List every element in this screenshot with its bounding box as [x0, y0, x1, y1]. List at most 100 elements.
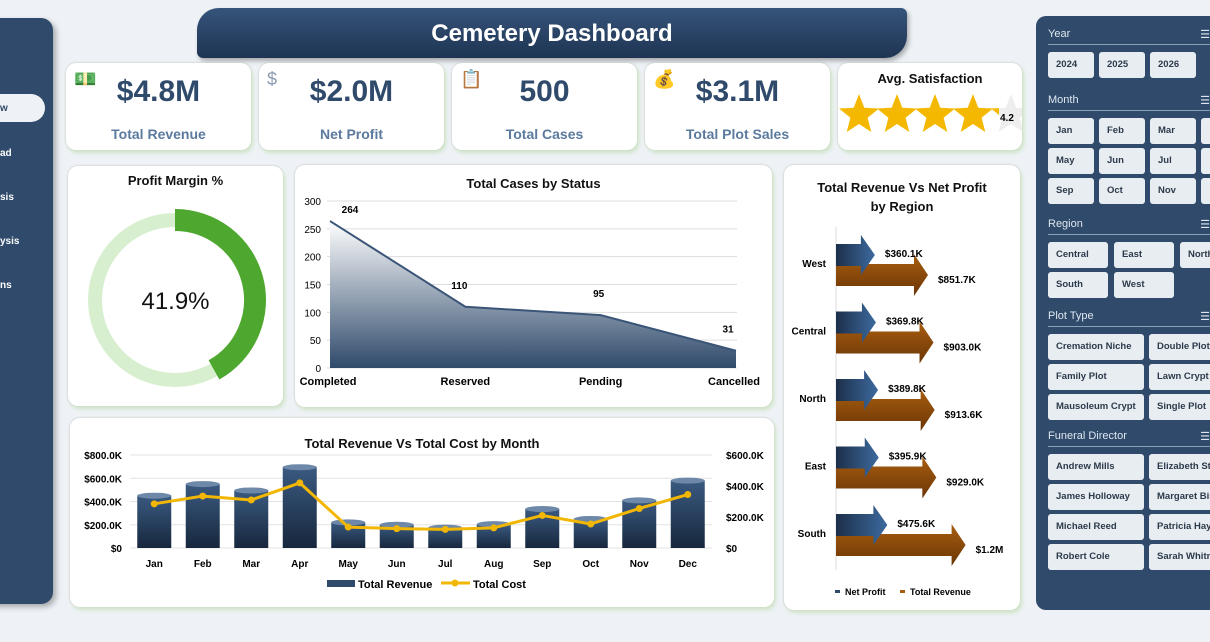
bar-cap [137, 492, 172, 499]
slicer-button[interactable]: Family Plot [1048, 364, 1144, 390]
kpi-value: $3.1M [695, 75, 780, 108]
multi-select-icon[interactable]: ☰ [1200, 29, 1210, 41]
multi-select-icon[interactable]: ☰ [1200, 311, 1210, 323]
slicer-button[interactable]: Double Plot [1149, 334, 1210, 360]
legend-cost: Total Cost [473, 579, 526, 591]
x-tick-label: Completed [300, 376, 357, 388]
bar-cap [622, 497, 657, 504]
cost-point [393, 525, 401, 533]
y-tick-label: 250 [304, 225, 321, 236]
kpi-value: $4.8M [116, 75, 201, 108]
slicer-button[interactable]: Sep [1048, 178, 1094, 204]
slicer-button-partial[interactable] [1201, 148, 1210, 174]
cases-chart-title: Total Cases by Status [466, 176, 601, 191]
slicer-button[interactable]: Jan [1048, 118, 1094, 144]
cost-point [199, 492, 207, 500]
kpi-label: Total Plot Sales [685, 126, 790, 142]
slicer-button[interactable]: Mausoleum Crypt [1048, 394, 1144, 420]
slicer-button[interactable]: Single Plot [1149, 394, 1210, 420]
slicer-button[interactable]: James Holloway [1048, 484, 1144, 510]
x-tick-label: May [339, 559, 359, 570]
y-tick-right: $400.0K [726, 482, 765, 493]
data-label: 31 [722, 325, 734, 336]
money-chart-icon: $ [267, 69, 278, 89]
slicer-title: Plot Type [1048, 310, 1094, 322]
money-bag-icon: 💰 [653, 69, 676, 89]
slicer-title: Region [1048, 218, 1083, 230]
slicer-button[interactable]: Sarah Whitn [1149, 544, 1210, 570]
nav-item[interactable]: ysis [0, 236, 20, 247]
x-tick-label: Apr [291, 559, 308, 570]
legend-cost-marker [451, 579, 459, 587]
profit-label: $389.8K [888, 384, 927, 395]
slicer-button[interactable]: Lawn Crypt [1149, 364, 1210, 390]
slicer-button[interactable]: West [1114, 272, 1174, 298]
region-card: Total Revenue Vs Net Profit by Region We… [784, 165, 1020, 610]
legend-profit: Net Profit [845, 587, 886, 597]
slicer-button[interactable]: South [1048, 272, 1108, 298]
data-label: 110 [451, 281, 468, 292]
slicer-button[interactable]: Cremation Niche [1048, 334, 1144, 360]
slicer-button[interactable]: Central [1048, 242, 1108, 268]
revenue-bar [379, 524, 414, 548]
star-icon [877, 94, 917, 132]
slicer-button[interactable]: Jul [1150, 148, 1196, 174]
slicer-button[interactable]: North [1180, 242, 1210, 268]
multi-select-icon[interactable]: ☰ [1200, 431, 1210, 443]
y-tick-left: $200.0K [84, 521, 123, 532]
revenue-label: $929.0K [946, 478, 985, 489]
slicer-button[interactable]: 2025 [1099, 52, 1145, 78]
cases-area [330, 221, 736, 368]
slicer-button[interactable]: East [1114, 242, 1174, 268]
revenue-bar [282, 467, 317, 548]
legend-revenue: Total Revenue [910, 587, 971, 597]
category-label: North [799, 394, 826, 405]
x-tick-label: Nov [630, 559, 649, 570]
slicer-button[interactable]: Margaret Bis [1149, 484, 1210, 510]
profit-arrow [836, 437, 879, 478]
slicer-button[interactable]: Patricia Hay [1149, 514, 1210, 540]
revenue-cost-title: Total Revenue Vs Total Cost by Month [304, 436, 540, 451]
slicer-button[interactable]: Oct [1099, 178, 1145, 204]
revenue-label: $913.6K [945, 410, 984, 421]
nav-item[interactable]: ns [0, 280, 12, 291]
x-tick-label: Jan [146, 559, 163, 570]
y-tick-right: $600.0K [726, 451, 765, 462]
kpi-card: $ $2.0M Net Profit [259, 63, 444, 150]
nav-item[interactable]: ad [0, 148, 12, 159]
cost-point [684, 491, 692, 499]
slicer-title: Funeral Director [1048, 430, 1127, 442]
bar-cap [670, 477, 705, 484]
slicer-button-partial[interactable] [1201, 118, 1210, 144]
slicer-button[interactable]: Nov [1150, 178, 1196, 204]
x-tick-label: Aug [484, 559, 503, 570]
profit-label: $369.8K [886, 317, 925, 328]
slicer-button[interactable]: Michael Reed [1048, 514, 1144, 540]
category-label: West [802, 259, 826, 270]
profit-label: $360.1K [885, 249, 924, 260]
slicer-button[interactable]: Mar [1150, 118, 1196, 144]
slicer-button[interactable]: Robert Cole [1048, 544, 1144, 570]
slicer-button[interactable]: 2024 [1048, 52, 1094, 78]
y-tick-right: $200.0K [726, 513, 765, 524]
slicer-button-partial[interactable] [1201, 178, 1210, 204]
slicer-button[interactable]: Feb [1099, 118, 1145, 144]
slicer-button[interactable]: Elizabeth St [1149, 454, 1210, 480]
slicer-button[interactable]: 2026 [1150, 52, 1196, 78]
slicer-button[interactable]: May [1048, 148, 1094, 174]
bar-cap [282, 464, 317, 471]
slicer-title: Year [1048, 28, 1071, 40]
slicer-header-region: Region ☰ [1048, 218, 1210, 235]
multi-select-icon[interactable]: ☰ [1200, 95, 1210, 107]
slicer-button[interactable]: Jun [1099, 148, 1145, 174]
multi-select-icon[interactable]: ☰ [1200, 219, 1210, 231]
donut-value-arc [174, 209, 266, 380]
x-tick-label: Jun [388, 559, 406, 570]
slicer-button[interactable]: Andrew Mills [1048, 454, 1144, 480]
kpi-value: 500 [519, 75, 570, 108]
bar-cap [525, 506, 560, 513]
satisfaction-value: 4.2 [1000, 113, 1014, 124]
nav-item-overview[interactable]: w [0, 94, 45, 122]
nav-item[interactable]: sis [0, 192, 14, 203]
legend-revenue-swatch [900, 590, 905, 593]
